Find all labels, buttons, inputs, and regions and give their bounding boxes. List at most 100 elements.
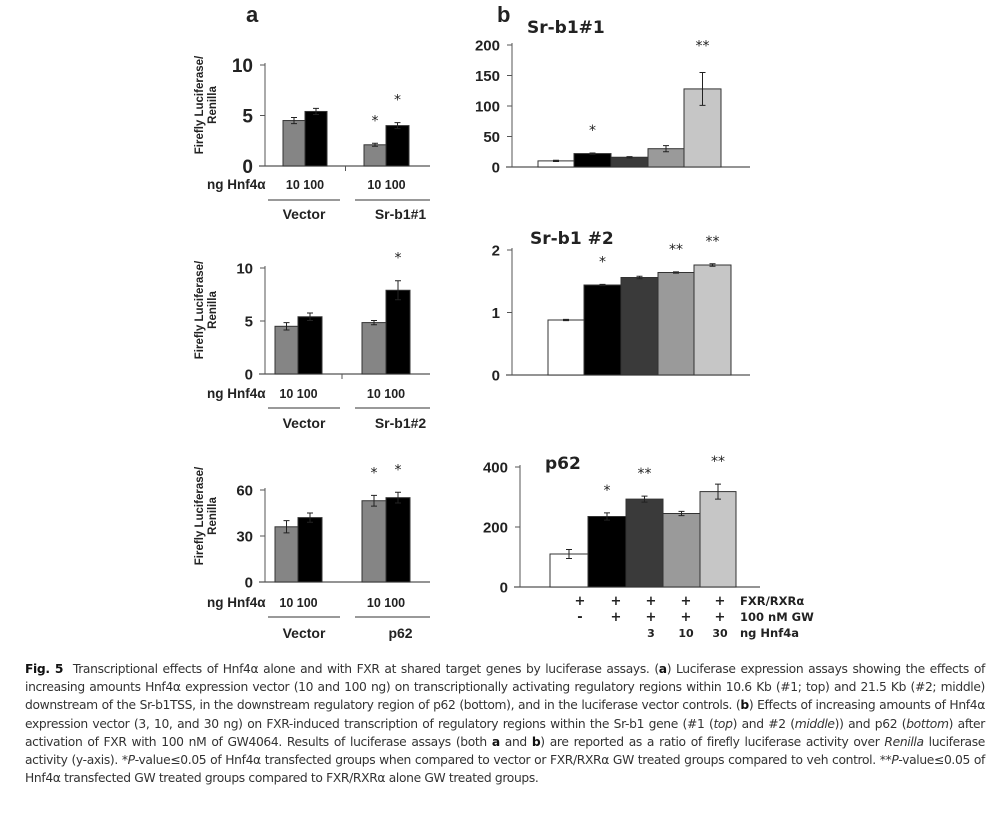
figure-caption: Fig. 5 Transcriptional effects of Hnf4α … bbox=[25, 660, 985, 787]
b3-treatment-mark: 10 bbox=[678, 627, 694, 640]
a1-bar bbox=[385, 125, 410, 167]
b2-bar bbox=[620, 277, 659, 376]
panel-label-b: b bbox=[497, 2, 511, 27]
a3-y-tick-label: 30 bbox=[236, 528, 253, 545]
b3-significance-marker: * bbox=[604, 483, 611, 499]
b3-y-tick-label: 0 bbox=[500, 579, 508, 596]
b3-treatment-mark: + bbox=[646, 610, 657, 625]
a1-y-tick-label: 10 bbox=[232, 56, 253, 77]
a1-error-bar bbox=[313, 107, 319, 115]
a1-dose-label: 10 100 bbox=[367, 178, 405, 192]
b3-chart-title: p62 bbox=[545, 454, 581, 474]
a3-error-bar bbox=[371, 494, 377, 507]
a3-group-label: p62 bbox=[388, 625, 412, 641]
a1-bar bbox=[282, 120, 306, 167]
a3-bar bbox=[274, 526, 299, 583]
a1-group-label: Sr-b1#1 bbox=[375, 206, 427, 222]
b3-treatment-mark: + bbox=[646, 594, 657, 609]
a3-error-bar bbox=[307, 512, 313, 523]
b2-significance-marker: ** bbox=[706, 234, 720, 250]
a2-bar bbox=[385, 289, 411, 375]
b1-y-tick-label: 0 bbox=[492, 159, 500, 176]
b2-chart-title: Sr-b1 #2 bbox=[530, 229, 614, 249]
b2-error-bar bbox=[673, 271, 679, 274]
b3-error-bar bbox=[715, 483, 721, 500]
b3-treatment-mark: - bbox=[577, 610, 582, 625]
a2-bar bbox=[274, 325, 299, 375]
a3-error-bar bbox=[395, 491, 401, 504]
b1-bar bbox=[610, 156, 649, 168]
b3-treatment-mark: + bbox=[575, 594, 586, 609]
a3-bar bbox=[297, 517, 323, 583]
b1-significance-marker: * bbox=[589, 123, 596, 139]
a3-bar bbox=[385, 497, 411, 583]
b3-bar bbox=[699, 491, 737, 588]
b3-treatment-mark: + bbox=[611, 594, 622, 609]
a2-y-tick-label: 10 bbox=[236, 260, 253, 277]
b2-error-bar bbox=[636, 275, 643, 280]
a3-group-label: Vector bbox=[283, 625, 326, 641]
a2-dose-label: 10 100 bbox=[279, 387, 317, 401]
b3-significance-marker: ** bbox=[711, 454, 725, 470]
caption-fig-label: Fig. 5 bbox=[25, 662, 64, 676]
a3-y-axis-label: Firefly Luciferase/Renilla bbox=[194, 466, 219, 565]
a1-y-tick-label: 5 bbox=[242, 106, 253, 127]
a2-bar bbox=[297, 316, 323, 375]
a1-y-axis-label: Firefly Luciferase/Renilla bbox=[194, 55, 219, 154]
a1-group-label: Vector bbox=[283, 206, 326, 222]
a2-y-axis-label: Firefly Luciferase/Renilla bbox=[194, 260, 219, 359]
b3-treatment-label: FXR/RXRα bbox=[740, 594, 804, 608]
a2-error-bar bbox=[395, 280, 401, 301]
b3-bar bbox=[625, 498, 664, 588]
a2-y-tick-label: 5 bbox=[245, 313, 253, 330]
a3-bar bbox=[361, 500, 387, 583]
a3-dose-label: 10 100 bbox=[279, 596, 317, 610]
b2-y-tick-label: 2 bbox=[492, 242, 500, 259]
b1-error-bar bbox=[663, 145, 669, 153]
b3-error-bar bbox=[604, 512, 610, 521]
b1-significance-marker: ** bbox=[696, 38, 710, 54]
b2-bar bbox=[583, 284, 622, 376]
a2-group-label: Sr-b1#2 bbox=[375, 415, 427, 431]
a3-error-bar bbox=[283, 520, 290, 534]
b1-error-bar bbox=[626, 156, 633, 159]
a2-error-bar bbox=[307, 312, 313, 321]
a1-error-bar bbox=[394, 122, 401, 130]
b1-y-tick-label: 200 bbox=[475, 37, 500, 54]
b1-error-bar bbox=[553, 159, 559, 163]
b1-error-bar bbox=[699, 71, 706, 106]
b1-chart-title: Sr-b1#1 bbox=[527, 18, 605, 38]
a2-row-label: ng Hnf4α bbox=[207, 386, 266, 401]
b2-error-bar bbox=[563, 318, 569, 322]
b3-treatment-mark: 3 bbox=[647, 627, 655, 640]
b3-treatment-mark: 30 bbox=[712, 627, 728, 640]
a3-significance-marker: * bbox=[371, 465, 378, 481]
a1-row-label: ng Hnf4α bbox=[207, 177, 266, 192]
b3-treatment-label: ng Hnf4a bbox=[740, 626, 799, 640]
a3-y-tick-label: 0 bbox=[245, 574, 253, 591]
b3-treatment-mark: + bbox=[681, 610, 692, 625]
caption-text: Transcriptional effects of Hnf4α alone a… bbox=[25, 662, 986, 786]
a3-y-tick-label: 60 bbox=[236, 482, 253, 499]
panel-label-a: a bbox=[246, 2, 259, 27]
a1-bar bbox=[363, 144, 387, 167]
b3-bar bbox=[587, 516, 627, 588]
a3-dose-label: 10 100 bbox=[367, 596, 405, 610]
b2-bar bbox=[657, 272, 695, 376]
b3-treatment-mark: + bbox=[681, 594, 692, 609]
a1-significance-marker: * bbox=[394, 93, 401, 109]
a2-bar bbox=[361, 322, 387, 375]
b2-significance-marker: ** bbox=[669, 242, 683, 258]
b3-treatment-mark: + bbox=[715, 594, 726, 609]
b3-treatment-mark: + bbox=[611, 610, 622, 625]
a1-error-bar bbox=[291, 117, 297, 125]
a1-bar bbox=[304, 110, 328, 167]
b2-error-bar bbox=[599, 283, 606, 287]
b3-y-tick-label: 400 bbox=[483, 459, 508, 476]
b1-y-tick-label: 100 bbox=[475, 98, 500, 115]
b2-bar bbox=[693, 264, 732, 376]
a3-significance-marker: * bbox=[395, 462, 402, 478]
b3-bar bbox=[662, 513, 701, 588]
b1-error-bar bbox=[589, 152, 596, 155]
